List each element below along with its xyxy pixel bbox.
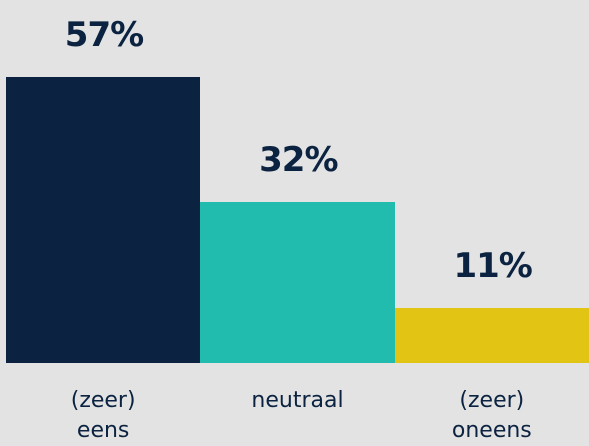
value-label: 57% [64, 15, 144, 55]
bar [6, 77, 201, 363]
category-label: neutraal [251, 388, 344, 413]
category-label: (zeer) eens [70, 388, 136, 443]
bar [200, 202, 395, 363]
value-label: 11% [453, 245, 532, 286]
value-label: 32% [259, 140, 338, 181]
bar [394, 307, 589, 363]
category-label: (zeer) oneens [451, 388, 532, 443]
